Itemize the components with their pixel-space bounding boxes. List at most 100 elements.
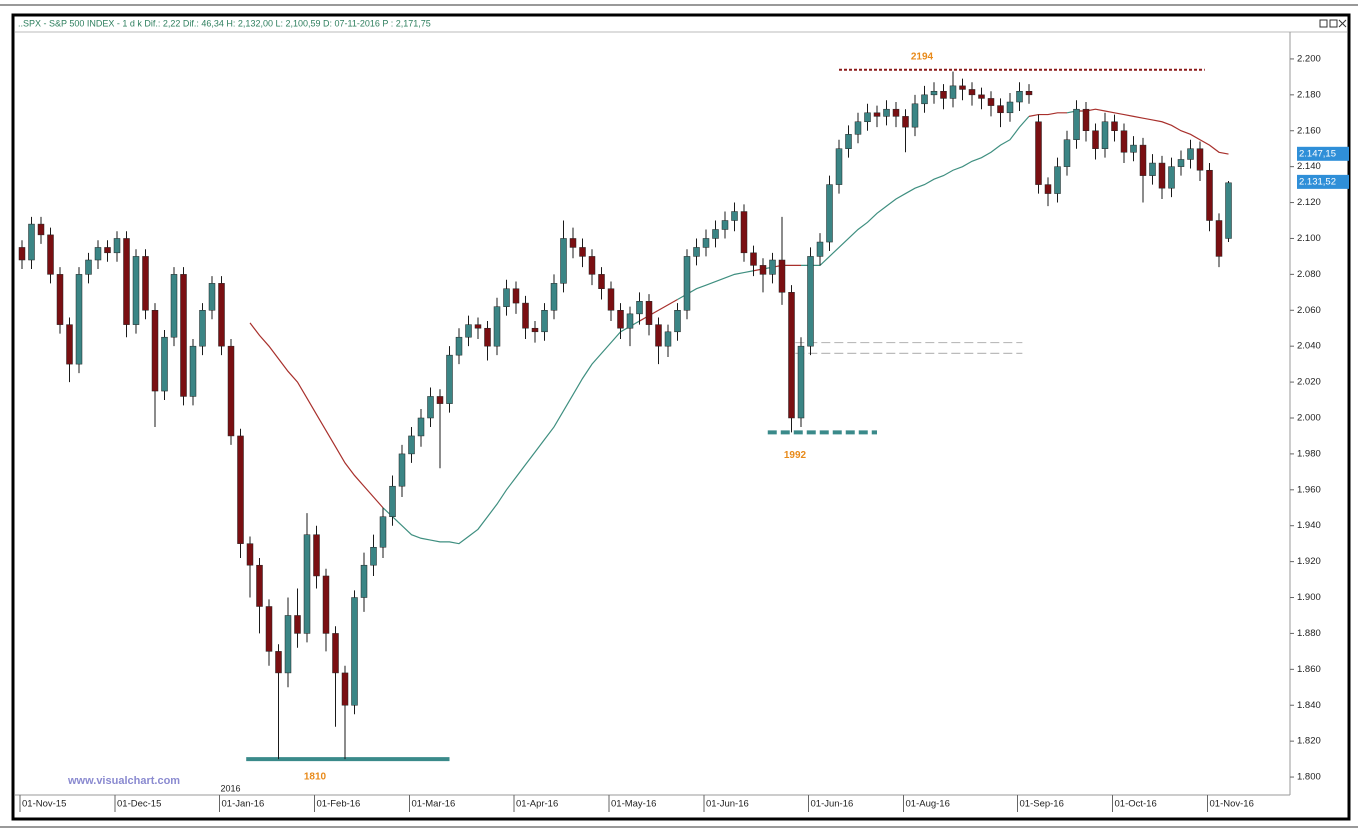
x-tick-label: 01-May-16: [611, 799, 656, 810]
candle-body: [721, 220, 729, 230]
x-tick-label: 01-Apr-16: [516, 799, 558, 810]
candle-body: [1111, 121, 1118, 131]
candle-body: [645, 301, 653, 325]
candle-body: [218, 283, 225, 347]
candle-body: [607, 288, 615, 311]
y-tick-label: 2.100: [1297, 233, 1321, 244]
candle-body: [113, 238, 121, 254]
candle-body: [816, 241, 824, 257]
candle-body: [702, 238, 710, 248]
candle-body: [569, 238, 577, 248]
x-tick-label: 01-Mar-16: [412, 799, 456, 810]
candle-body: [256, 564, 263, 607]
candle-body: [474, 324, 482, 329]
y-tick-label: 2.080: [1297, 269, 1321, 280]
candle-body: [531, 327, 539, 333]
y-tick-label: 1.980: [1297, 448, 1321, 459]
y-tick-label: 2.040: [1297, 341, 1321, 352]
maximize[interactable]: [1329, 19, 1338, 28]
x-tick-label: 01-Dec-15: [117, 799, 161, 810]
candle-body: [968, 89, 976, 96]
candle-body: [683, 256, 691, 311]
x-tick-label: 01-Jun-16: [706, 799, 749, 810]
y-tick-label: 2.180: [1297, 89, 1321, 100]
y-tick-label: 1.800: [1297, 772, 1321, 783]
candle-body: [940, 90, 947, 99]
candle-body: [123, 238, 130, 325]
candle-body: [408, 435, 415, 455]
close[interactable]: [1338, 19, 1347, 28]
candle-body: [379, 516, 387, 548]
candle-body: [436, 396, 444, 404]
x-tick-label: 01-Nov-15: [22, 799, 66, 810]
last-value-box: [1297, 174, 1349, 189]
candle-body: [788, 292, 795, 419]
candle-body: [674, 310, 681, 333]
candle-body: [797, 345, 805, 419]
moving-average: [382, 320, 640, 545]
candle-body: [265, 606, 273, 652]
candle-body: [864, 112, 871, 123]
candle-body: [1187, 148, 1194, 160]
candle-body: [1025, 90, 1033, 96]
candle-body: [1206, 169, 1213, 221]
candle-body: [759, 265, 767, 275]
candle-body: [199, 310, 206, 347]
window-controls[interactable]: [1319, 19, 1347, 28]
candle-body: [949, 85, 957, 99]
candle-body: [446, 354, 453, 404]
candle-body: [1044, 184, 1052, 194]
candle-body: [427, 396, 434, 419]
candle-body: [389, 485, 396, 517]
moving-average: [772, 264, 801, 268]
level-label: 1992: [784, 450, 807, 461]
candle-body: [588, 256, 596, 275]
y-tick-label: 2.160: [1297, 125, 1321, 136]
candle-body: [1215, 220, 1223, 257]
frame: [11, 13, 1351, 821]
candle-body: [560, 238, 567, 284]
candle-body: [655, 324, 662, 347]
candle-body: [303, 534, 311, 634]
x-tick-label: 01-Jan-16: [222, 799, 265, 810]
candle-body: [1063, 139, 1071, 167]
y-tick-label: 1.940: [1297, 520, 1321, 531]
candle-body: [835, 148, 843, 185]
candle-body: [132, 256, 140, 325]
candle-body: [208, 283, 216, 311]
candle-body: [341, 672, 349, 706]
candle-body: [892, 108, 900, 117]
x-tick-label: 01-Sep-16: [1020, 799, 1064, 810]
candle-body: [85, 259, 92, 275]
candle-body: [455, 336, 463, 356]
candle-body: [693, 247, 700, 257]
candle-body: [1006, 101, 1014, 114]
candle-body: [313, 534, 320, 577]
x-tick-label: 01-Jun-16: [811, 799, 854, 810]
y-tick-label: 1.900: [1297, 592, 1321, 603]
moving-average: [801, 115, 1030, 266]
minimize[interactable]: [1319, 19, 1328, 28]
candle-body: [1082, 108, 1090, 131]
candle-body: [902, 116, 909, 128]
x-tick-label: 01-Aug-16: [906, 799, 950, 810]
candle-body: [911, 103, 919, 128]
moving-average: [1076, 108, 1229, 155]
moving-average: [249, 322, 384, 509]
x-tick-label: 01-Nov-16: [1210, 799, 1254, 810]
last-value-label: 2.147,15: [1299, 148, 1336, 159]
candle-body: [1130, 144, 1137, 153]
candle-body: [322, 575, 330, 634]
candle-body: [284, 615, 292, 674]
candle-body: [978, 94, 985, 99]
candle-body: [1101, 121, 1109, 149]
candle-body: [180, 274, 187, 397]
candle-body: [1149, 162, 1156, 176]
candle-body: [522, 302, 529, 329]
candle-body: [1073, 108, 1080, 140]
candle-body: [246, 543, 254, 566]
moving-average: [1028, 112, 1067, 117]
candle-body: [541, 310, 548, 333]
candle-body: [237, 435, 244, 544]
